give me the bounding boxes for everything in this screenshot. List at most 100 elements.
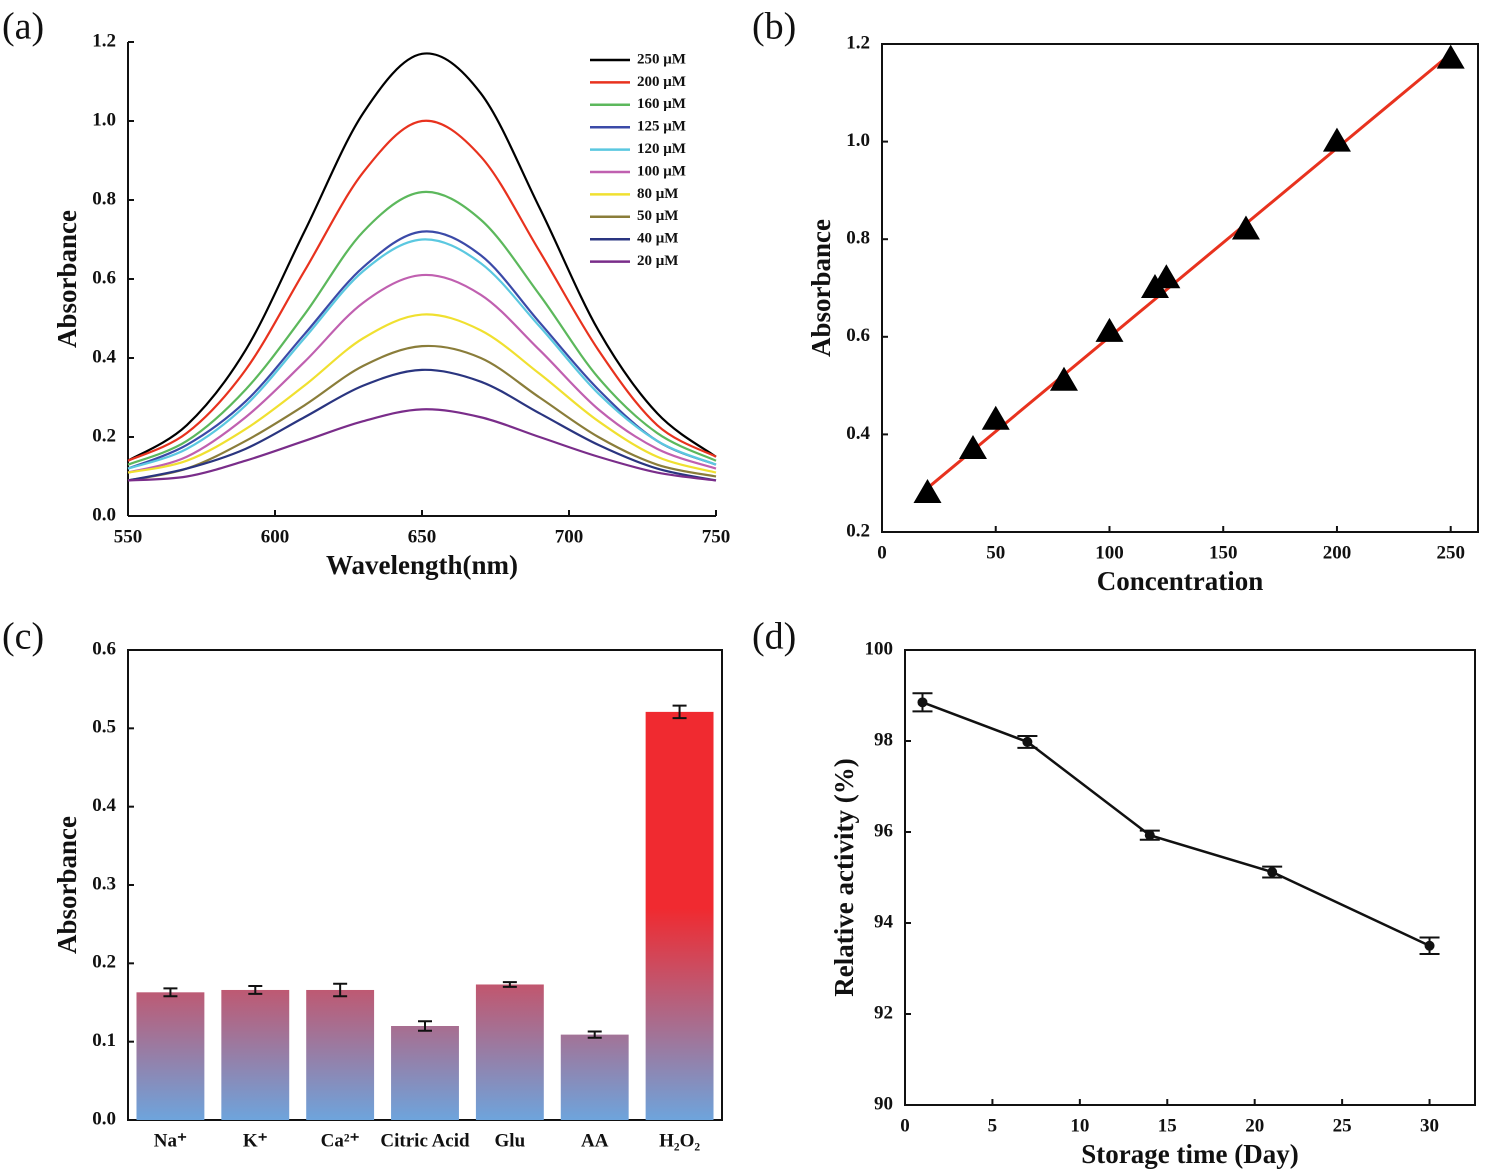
- legend-label: 100 μM: [637, 163, 686, 179]
- legend-label: 200 μM: [637, 74, 686, 90]
- data-point: [1022, 736, 1033, 747]
- y-tick-label: 92: [874, 1002, 893, 1023]
- y-tick-label: 0.8: [92, 188, 116, 209]
- legend-label: 160 μM: [637, 96, 686, 112]
- activity-line: [922, 701, 1431, 947]
- y-tick-label: 0.0: [92, 504, 116, 525]
- data-point: [1436, 44, 1465, 69]
- panel-label: (c): [2, 616, 44, 658]
- bar: [221, 989, 290, 1120]
- x-axis-label: Storage time (Day): [1081, 1139, 1298, 1169]
- y-axis-label: Absorbance: [806, 219, 836, 357]
- bar: [306, 989, 375, 1120]
- x-tick-label: 5: [988, 1115, 998, 1136]
- spectrum-line: [127, 368, 717, 482]
- spectrum-line: [127, 344, 717, 482]
- x-tick-label: AA: [581, 1130, 609, 1151]
- bar: [136, 992, 205, 1120]
- x-tick-label: Glu: [495, 1130, 526, 1151]
- y-axis-label: Absorbance: [52, 816, 82, 954]
- spectrum-line: [127, 273, 717, 474]
- x-tick-label: Na⁺: [154, 1130, 187, 1151]
- spectrum-line: [127, 119, 717, 462]
- fit-line: [926, 52, 1452, 490]
- y-tick-label: 0.2: [92, 425, 116, 446]
- y-tick-label: 90: [874, 1093, 893, 1114]
- y-tick-label: 0.0: [92, 1108, 116, 1129]
- y-tick-label: 0.1: [92, 1030, 116, 1051]
- y-tick-label: 0.5: [92, 717, 116, 738]
- y-tick-label: 96: [874, 820, 893, 841]
- spectrum-line: [127, 190, 717, 466]
- x-tick-label: 600: [261, 526, 290, 547]
- data-point: [1152, 264, 1181, 289]
- y-tick-label: 0.4: [92, 795, 116, 816]
- x-tick-label: 200: [1323, 542, 1352, 563]
- y-tick-label: 0.6: [846, 325, 870, 346]
- x-tick-label: 700: [555, 526, 584, 547]
- data-point: [981, 405, 1010, 430]
- spectrum-line: [127, 52, 717, 462]
- x-tick-label: Citric Acid: [380, 1130, 470, 1151]
- legend-label: 125 μM: [637, 119, 686, 135]
- x-tick-label: 50: [986, 542, 1005, 563]
- spectrum-line: [127, 313, 717, 474]
- x-tick-label: 750: [702, 526, 731, 547]
- x-tick-label: 100: [1095, 542, 1124, 563]
- data-point: [1049, 366, 1078, 391]
- error-bar: [333, 982, 348, 998]
- x-axis-label: Concentration: [1097, 566, 1263, 596]
- x-tick-label: 650: [408, 526, 437, 547]
- error-bar: [672, 704, 687, 720]
- y-tick-label: 0.2: [92, 952, 116, 973]
- y-axis-label: Relative activity (%): [829, 758, 859, 996]
- data-point: [1424, 940, 1435, 951]
- data-point: [913, 478, 942, 503]
- x-tick-label: 0: [877, 542, 887, 563]
- spectrum-line: [127, 230, 717, 470]
- error-bar: [418, 1020, 432, 1032]
- y-tick-label: 98: [874, 729, 893, 750]
- legend-label: 120 μM: [637, 141, 686, 157]
- y-tick-label: 0.4: [92, 346, 116, 367]
- data-point: [1267, 867, 1278, 878]
- y-tick-label: 94: [874, 911, 894, 932]
- y-tick-label: 0.6: [92, 638, 116, 659]
- data-point: [1144, 830, 1155, 841]
- data-point: [1231, 215, 1260, 240]
- spectrum-line: [127, 238, 717, 470]
- x-tick-label: 150: [1209, 542, 1238, 563]
- plot-frame: [904, 649, 1476, 1106]
- x-tick-label: 550: [114, 526, 143, 547]
- bar: [645, 711, 714, 1120]
- x-tick-label: 15: [1158, 1115, 1177, 1136]
- legend-label: 50 μM: [637, 208, 678, 224]
- y-tick-label: 0.2: [846, 520, 870, 541]
- y-tick-label: 1.0: [92, 109, 116, 130]
- y-tick-label: 0.3: [92, 873, 116, 894]
- bar: [391, 1026, 459, 1120]
- data-point: [917, 697, 928, 708]
- x-tick-label: 0: [900, 1115, 910, 1136]
- plot-frame: [881, 43, 1479, 533]
- x-axis-label: Wavelength(nm): [326, 550, 518, 580]
- panel-label: (b): [752, 6, 796, 48]
- y-tick-label: 0.4: [846, 423, 870, 444]
- y-tick-label: 1.0: [846, 130, 870, 151]
- x-tick-label: 10: [1070, 1115, 1089, 1136]
- x-tick-label: Ca²⁺: [321, 1130, 360, 1151]
- x-tick-label: K⁺: [243, 1130, 268, 1151]
- data-point: [1322, 127, 1351, 152]
- x-tick-label: 30: [1420, 1115, 1439, 1136]
- y-axis-label: Absorbance: [52, 210, 82, 348]
- y-tick-label: 0.6: [92, 267, 116, 288]
- panel-label: (a): [2, 6, 44, 48]
- bar: [475, 984, 544, 1120]
- x-tick-label: 25: [1333, 1115, 1352, 1136]
- data-point: [1095, 317, 1124, 342]
- error-bar: [248, 985, 263, 995]
- panel-label: (d): [752, 616, 796, 658]
- legend-label: 40 μM: [637, 231, 678, 247]
- y-tick-label: 100: [865, 638, 894, 659]
